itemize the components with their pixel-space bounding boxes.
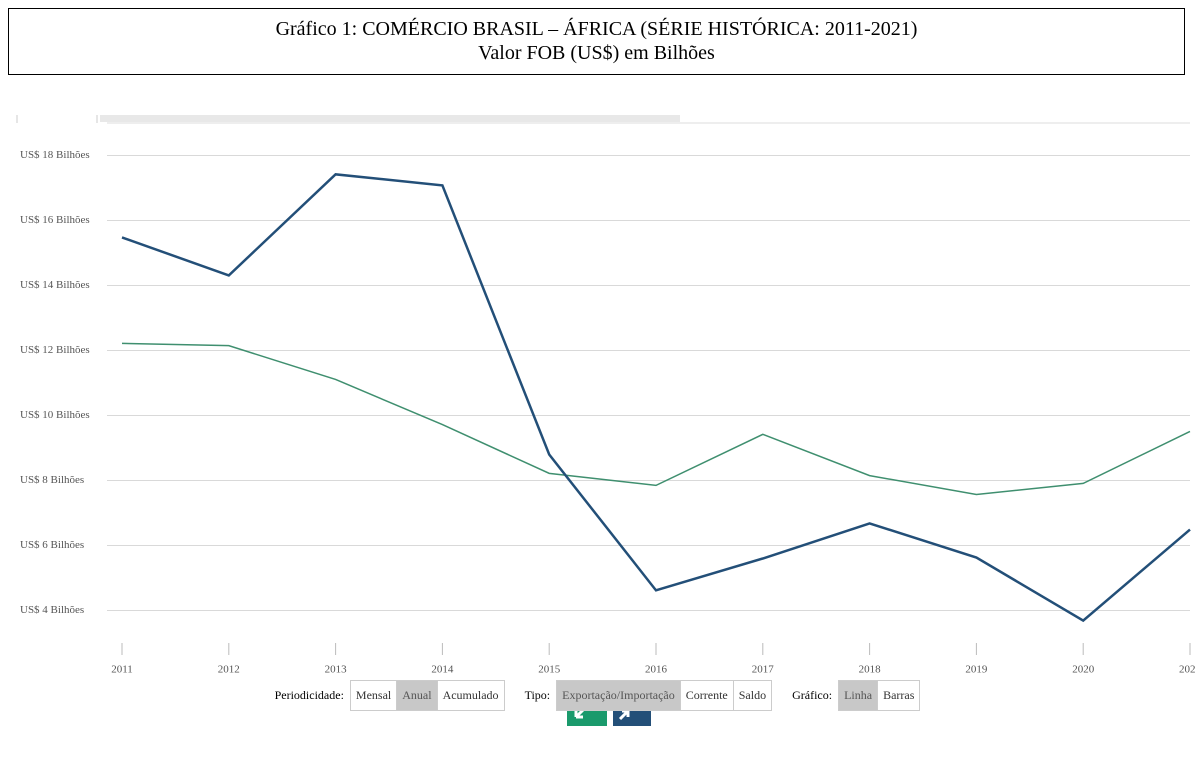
option-button[interactable]: Acumulado	[442, 688, 499, 702]
x-tick-label: 2020	[1072, 664, 1095, 676]
chart-subtitle: Valor FOB (US$) em Bilhões	[478, 42, 715, 64]
y-tick-label: US$ 8 Bilhões	[20, 474, 84, 486]
option-group: Exportação/Importação Corrente Saldo	[556, 680, 773, 711]
x-tick-label: 2021	[1179, 664, 1195, 676]
option-button[interactable]: Mensal	[351, 681, 398, 710]
y-tick-label: US$ 18 Bilhões	[20, 149, 90, 161]
x-tick-label: 2019	[965, 664, 988, 676]
x-tick-label: 2015	[538, 664, 561, 676]
option-button[interactable]: Barras	[883, 688, 915, 702]
control-group: Periodicidade: Mensal Anual Acumulado	[275, 680, 505, 711]
option-button[interactable]: Saldo	[738, 688, 767, 702]
x-tick-label: 2011	[111, 664, 133, 676]
y-tick-label: US$ 6 Bilhões	[20, 539, 84, 551]
series-line	[121, 342, 1191, 496]
x-tick-label: 2016	[645, 664, 668, 676]
y-tick-label: US$ 12 Bilhões	[20, 344, 90, 356]
option-button[interactable]: Exportação/Importação	[557, 681, 681, 710]
control-group: Tipo: Exportação/Importação Corrente Saldo	[525, 680, 773, 711]
title-box: Gráfico 1: COMÉRCIO BRASIL – ÁFRICA (SÉR…	[8, 8, 1185, 75]
y-tick-label: US$ 10 Bilhões	[20, 409, 90, 421]
y-tick-label: US$ 14 Bilhões	[20, 279, 90, 291]
option-button[interactable]: Anual	[397, 681, 438, 710]
control-label: Periodicidade:	[274, 688, 344, 702]
scrollbar[interactable]	[100, 115, 680, 122]
x-tick-label: 2013	[325, 664, 348, 676]
option-button[interactable]: Linha	[839, 681, 879, 710]
y-tick-label: US$ 4 Bilhões	[20, 604, 84, 616]
control-group: Gráfico: Linha Barras	[792, 680, 921, 711]
x-tick-label: 2014	[431, 664, 454, 676]
controls: Periodicidade: Mensal Anual Acumulado Tipo: E…	[0, 680, 1195, 711]
chart-title: Gráfico 1: COMÉRCIO BRASIL – ÁFRICA (SÉR…	[275, 18, 918, 40]
control-label: Gráfico:	[792, 688, 833, 702]
x-tick-label: 2012	[218, 664, 240, 676]
y-tick-label: US$ 16 Bilhões	[20, 214, 90, 226]
option-group: Linha Barras	[838, 680, 921, 711]
chart: US$ 4 Bilhões US$ 6 Bilhões US$ 8 Bilhões U…	[16, 115, 1195, 676]
option-button[interactable]: Corrente	[681, 681, 734, 710]
x-tick-label: 2018	[859, 664, 882, 676]
option-group: Mensal Anual Acumulado	[349, 680, 505, 711]
series-line	[121, 173, 1191, 623]
x-tick-label: 2017	[752, 664, 775, 676]
control-label: Tipo:	[524, 688, 551, 702]
